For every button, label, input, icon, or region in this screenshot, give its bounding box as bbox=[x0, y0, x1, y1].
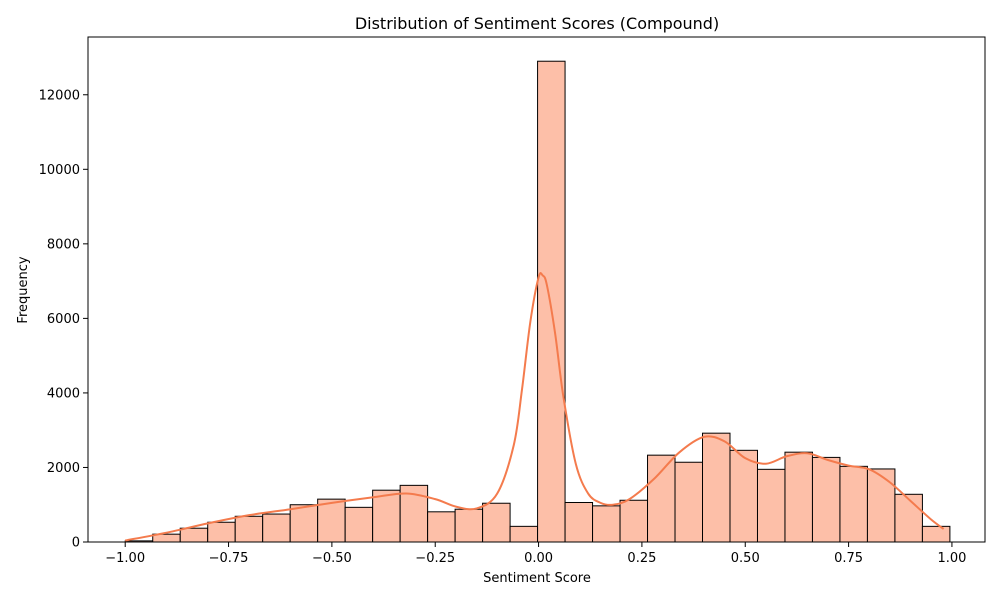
y-axis-label: Frequency bbox=[16, 256, 31, 323]
histogram-bar bbox=[866, 468, 896, 543]
kde-curve bbox=[125, 272, 945, 542]
histogram-bar bbox=[592, 505, 621, 543]
histogram-bar bbox=[289, 504, 319, 543]
y-tick-label: 4000 bbox=[47, 386, 80, 401]
histogram-bar bbox=[482, 502, 511, 543]
histogram-bar bbox=[454, 508, 484, 543]
histogram-bar bbox=[839, 465, 868, 543]
x-tick-label: −0.25 bbox=[415, 551, 455, 566]
x-tick-label: 1.00 bbox=[937, 551, 966, 566]
x-tick-label: −1.00 bbox=[105, 551, 145, 566]
y-tick-label: 12000 bbox=[39, 88, 80, 103]
y-tick-label: 2000 bbox=[47, 461, 80, 476]
plot-frame bbox=[87, 36, 986, 543]
histogram-bar bbox=[564, 501, 594, 543]
histogram-bar bbox=[811, 456, 841, 543]
histogram-bar bbox=[729, 449, 758, 543]
histogram-bar bbox=[537, 60, 566, 543]
histogram-bar bbox=[921, 525, 951, 543]
histogram-bar bbox=[756, 468, 786, 543]
histogram-bar bbox=[784, 451, 813, 543]
histogram-bar bbox=[262, 513, 291, 543]
bars-group bbox=[124, 60, 951, 543]
x-tick-label: −0.75 bbox=[209, 551, 249, 566]
histogram-bar bbox=[647, 454, 676, 543]
histogram-bar bbox=[179, 527, 209, 543]
y-tick-label: 6000 bbox=[47, 312, 80, 327]
x-tick-label: 0.75 bbox=[834, 551, 863, 566]
histogram-bar bbox=[674, 461, 704, 543]
x-tick-label: 0.00 bbox=[524, 551, 553, 566]
y-tick-label: 10000 bbox=[39, 163, 80, 178]
x-tick-label: 0.25 bbox=[627, 551, 656, 566]
histogram-bar bbox=[619, 499, 649, 543]
x-tick-label: 0.50 bbox=[731, 551, 760, 566]
histogram-bar bbox=[372, 489, 401, 543]
histogram-bar bbox=[509, 525, 539, 543]
x-axis: −1.00 −0.75 −0.50 −0.25 0.00 0.25 0.50 0.75 1.00 bbox=[105, 542, 966, 566]
histogram-bar bbox=[207, 521, 236, 543]
x-tick-label: −0.50 bbox=[312, 551, 352, 566]
y-axis: 0 2000 4000 6000 8000 10000 12000 bbox=[39, 88, 88, 551]
histogram-bar bbox=[702, 432, 731, 543]
histogram-bar bbox=[427, 511, 456, 543]
histogram-bar bbox=[317, 498, 346, 543]
x-axis-label: Sentiment Score bbox=[483, 571, 591, 586]
histogram-bar bbox=[234, 515, 264, 543]
histogram-bar bbox=[894, 493, 923, 543]
y-tick-label: 0 bbox=[72, 536, 80, 551]
y-tick-label: 8000 bbox=[47, 237, 80, 252]
histogram-bar bbox=[344, 506, 374, 543]
chart-title: Distribution of Sentiment Scores (Compou… bbox=[355, 14, 719, 33]
